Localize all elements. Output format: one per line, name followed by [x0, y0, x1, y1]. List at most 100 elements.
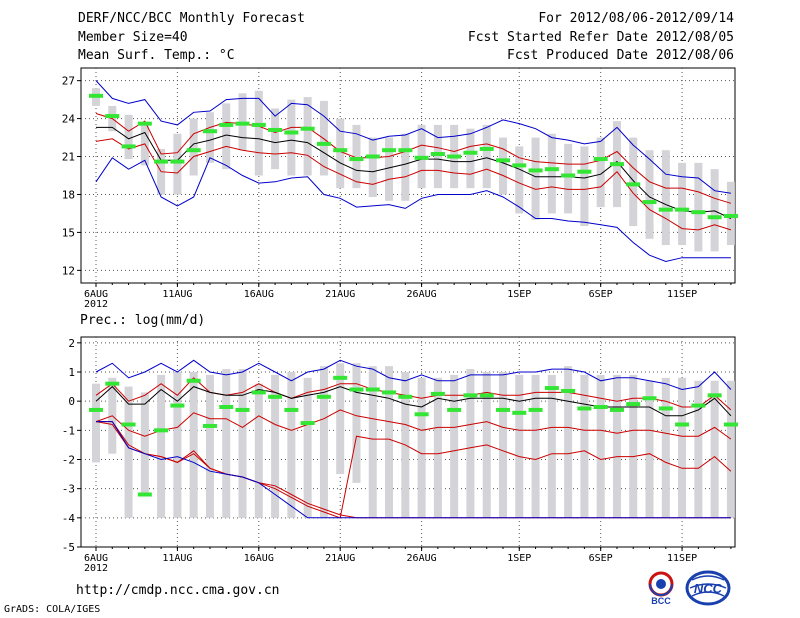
prec-box [385, 366, 394, 518]
prec-box [336, 363, 345, 475]
temp-xtick-label: 6AUG [84, 289, 108, 300]
prec-box [645, 380, 654, 518]
temp-box [629, 137, 638, 227]
prec-observed-marker [89, 407, 103, 412]
prec-ytick-label: -3 [62, 483, 75, 496]
prec-observed-marker [463, 393, 478, 398]
prec-observed-marker [349, 387, 364, 392]
temp-observed-marker [121, 144, 136, 149]
prec-title: Prec.: log(mm/d) [80, 313, 205, 328]
prec-observed-marker [561, 388, 576, 393]
prec-observed-marker [202, 423, 217, 428]
temp-xtick-label: 16AUG [244, 289, 274, 300]
source-url[interactable]: http://cmdp.ncc.cma.gov.cn [76, 583, 280, 598]
temp-observed-marker [463, 150, 478, 155]
prec-box [368, 366, 377, 518]
prec-observed-marker [707, 393, 722, 398]
temp-box [482, 124, 491, 189]
temp-observed-marker [154, 159, 169, 164]
prec-box [515, 374, 524, 518]
prec-observed-marker [268, 394, 283, 399]
prec-observed-marker [512, 410, 527, 415]
prec-xtick-label: 6SEP [589, 553, 613, 564]
temp-observed-marker [691, 210, 706, 215]
temp-line-spread_high [95, 113, 732, 204]
temp-line-min [95, 157, 731, 263]
prec-xtick-label: 6AUG [84, 553, 108, 564]
temp-box [287, 99, 296, 176]
prec-box [580, 374, 589, 518]
temp-observed-marker [528, 168, 543, 173]
temp-box [205, 112, 214, 163]
temp-box [319, 100, 328, 176]
prec-box [450, 374, 459, 518]
prec-observed-marker [219, 405, 234, 409]
prec-observed-marker [723, 422, 738, 427]
prec-box [271, 374, 280, 518]
temp-box [580, 146, 589, 227]
temp-box [303, 97, 312, 176]
temp-observed-marker [496, 158, 510, 163]
prec-observed-marker [658, 406, 673, 411]
temp-box [531, 137, 540, 220]
prec-observed-marker [333, 375, 348, 380]
temp-box [222, 103, 231, 170]
temp-box [352, 124, 361, 189]
prec-box [596, 374, 605, 518]
temp-observed-marker [89, 93, 103, 98]
temp-frame [80, 67, 736, 284]
prec-box [694, 380, 703, 518]
prec-box [205, 374, 214, 518]
temp-xtick-label: 1SEP [507, 289, 531, 300]
prec-line-red_low2 [95, 421, 732, 519]
prec-observed-marker [544, 386, 559, 391]
prec-box [417, 377, 426, 518]
forecast-period: For 2012/08/06-2012/09/14 [538, 11, 734, 26]
temp-observed-marker [105, 114, 120, 119]
temp-observed-marker [577, 169, 592, 174]
temp-box [694, 162, 703, 252]
prec-observed-marker [691, 403, 706, 408]
temp-observed-marker [675, 207, 690, 212]
member-size-label: Member Size=40 [78, 30, 188, 45]
temp-box [515, 146, 524, 214]
prec-observed-marker [626, 402, 641, 407]
temp-observed-marker [349, 157, 364, 162]
prec-observed-marker [382, 390, 397, 395]
temp-box [271, 108, 280, 170]
prec-box [189, 372, 198, 518]
variable-label: Mean Surf. Temp.: °C [78, 48, 235, 63]
fcst-produced-date: Fcst Produced Date 2012/08/06 [507, 48, 734, 63]
prec-ytick-label: -5 [62, 541, 75, 554]
prec-xtick-label: 21AUG [325, 553, 355, 564]
temp-box [678, 162, 687, 246]
temp-box [499, 137, 507, 195]
temp-observed-marker [186, 148, 201, 153]
temp-xtick-label: 6SEP [589, 289, 613, 300]
prec-observed-marker [186, 378, 201, 383]
prec-box [629, 374, 638, 518]
prec-observed-marker [251, 390, 266, 395]
ncc-logo-text: NCC [694, 581, 723, 596]
prec-box [238, 369, 247, 518]
temp-observed-marker [479, 146, 494, 151]
temp-line-spread_low [95, 138, 732, 231]
temp-observed-marker [333, 148, 348, 153]
prec-xtick-label: 1SEP [507, 553, 531, 564]
temp-observed-marker [316, 141, 331, 146]
prec-observed-marker [609, 407, 624, 412]
bcc-logo-text: BCC [651, 596, 671, 606]
temp-observed-marker [137, 121, 152, 126]
temp-observed-marker [398, 148, 413, 153]
temp-box [254, 90, 263, 176]
temp-observed-marker [723, 213, 738, 218]
temp-observed-marker [365, 154, 380, 159]
temp-observed-marker [284, 130, 299, 135]
prec-observed-marker [479, 393, 494, 398]
prec-box [678, 377, 687, 518]
prec-box [352, 363, 361, 483]
temp-box [189, 118, 198, 176]
prec-xtick-label: 26AUG [407, 553, 437, 564]
temp-box [547, 133, 556, 214]
temp-box [336, 118, 345, 189]
